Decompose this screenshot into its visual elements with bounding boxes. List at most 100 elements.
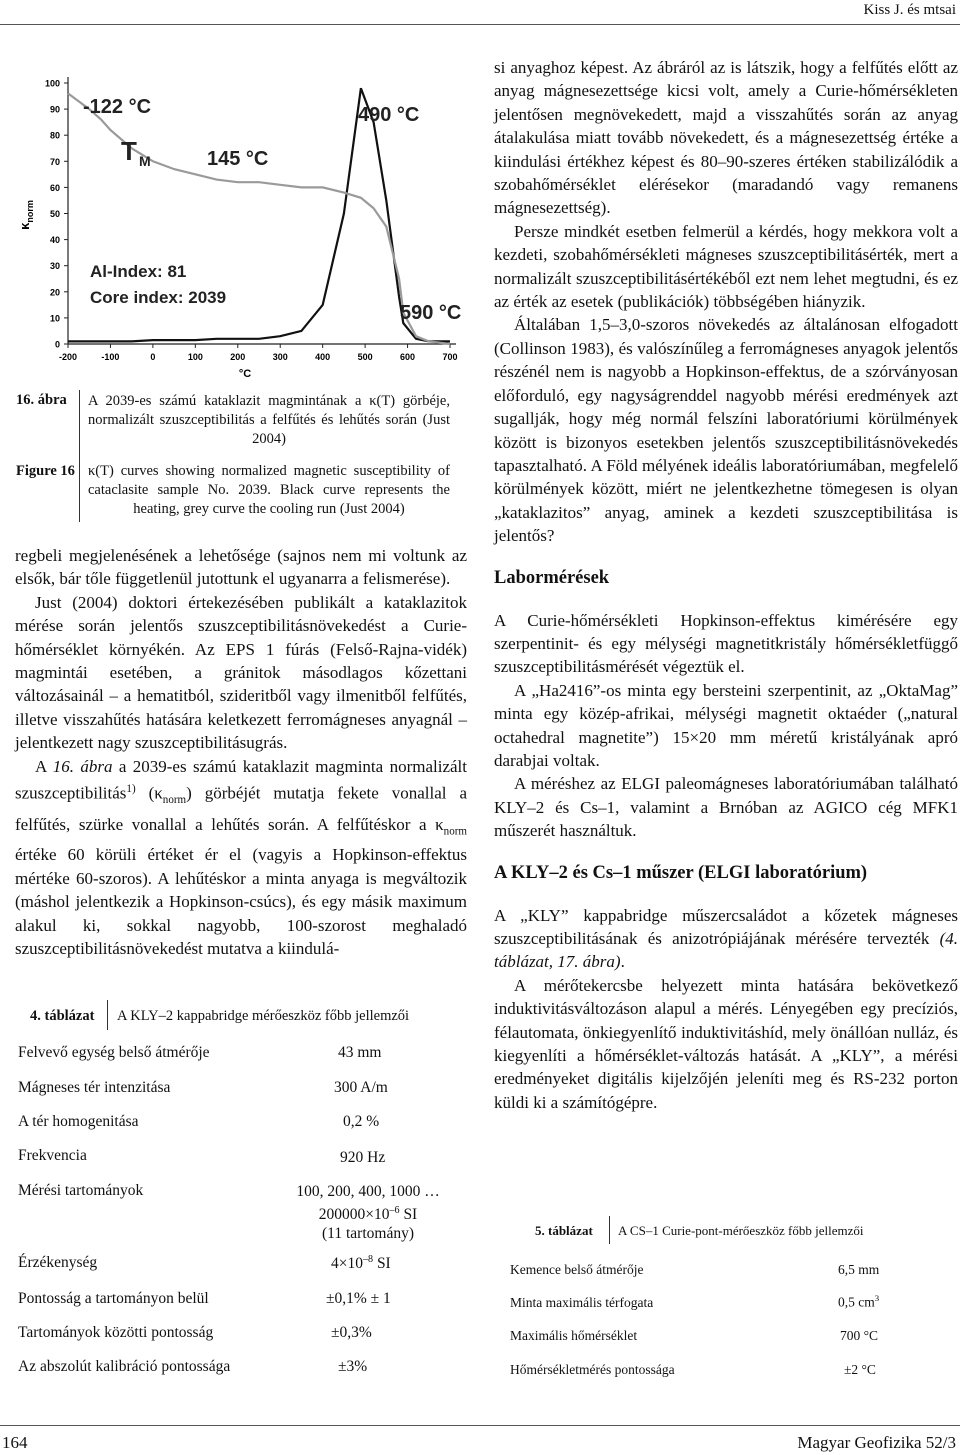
x-tick-label: 0 bbox=[150, 352, 155, 362]
section-heading: Labormérések bbox=[494, 567, 610, 588]
paragraph: A Curie-hőmérsékleti Hopkinson-effektus … bbox=[494, 610, 958, 677]
superscript: –8 bbox=[363, 1254, 374, 1265]
paragraph: A méréshez az ELGI paleomágneses laborat… bbox=[494, 774, 958, 841]
header-rule bbox=[0, 24, 960, 25]
y-tick-label: 20 bbox=[50, 287, 60, 297]
cell: Az abszolút kalibráció pontossága bbox=[18, 1358, 231, 1375]
x-axis-label: °C bbox=[239, 368, 251, 380]
cell: ±0,1% ± 1 bbox=[326, 1290, 391, 1307]
text: 4×10 bbox=[331, 1255, 363, 1273]
paragraph: A mérőtekercsbe helyezett minta hatására… bbox=[494, 975, 958, 1112]
cell: Kemence belső átmérője bbox=[510, 1262, 644, 1277]
y-tick-label: 50 bbox=[50, 209, 60, 219]
x-tick-label: -100 bbox=[101, 352, 119, 362]
table-label: 5. táblázat bbox=[535, 1223, 593, 1238]
figure-ref: 16. ábra bbox=[52, 756, 113, 776]
cell: Frekvencia bbox=[18, 1147, 87, 1164]
cell: 0,5 cm3 bbox=[838, 1293, 879, 1311]
text: A „KLY” kappabridge műszercsaládot a kőz… bbox=[494, 905, 958, 948]
x-tick-label: 200 bbox=[230, 352, 245, 362]
y-tick-label: 80 bbox=[50, 131, 60, 141]
running-head: Kiss J. és mtsai bbox=[863, 2, 956, 18]
footer-rule bbox=[0, 1425, 960, 1426]
cell: 700 °C bbox=[840, 1328, 879, 1343]
annotation: 145 °C bbox=[207, 148, 268, 170]
annotation: M bbox=[139, 153, 151, 169]
cell: 4×10–8 SI bbox=[331, 1254, 391, 1273]
x-tick-label: 400 bbox=[315, 352, 330, 362]
y-tick-label: 70 bbox=[50, 157, 60, 167]
y-tick-label: 40 bbox=[50, 235, 60, 245]
y-tick-label: 0 bbox=[55, 340, 60, 350]
annotation: -122 °C bbox=[83, 96, 151, 118]
subscript: norm bbox=[162, 794, 187, 807]
table-title: A CS–1 Curie-pont-mérőeszköz főbb jellem… bbox=[618, 1223, 864, 1238]
y-tick-label: 90 bbox=[50, 105, 60, 115]
cell: Hőmérsékletmérés pontossága bbox=[510, 1362, 675, 1377]
cell: ±0,3% bbox=[331, 1324, 372, 1341]
figure-label-hu: 16. ábra bbox=[16, 392, 67, 408]
table-title: A KLY–2 kappabridge mérőeszköz főbb jell… bbox=[117, 1008, 410, 1024]
text: SI bbox=[399, 1206, 418, 1224]
text: . bbox=[620, 952, 625, 972]
cell: 6,5 mm bbox=[838, 1262, 880, 1277]
y-tick-label: 60 bbox=[50, 183, 60, 193]
text: értéke 60 körüli értéket ér el (vagyis a… bbox=[15, 845, 467, 958]
cell: 100, 200, 400, 1000 … 200000×10–6 SI (11 t… bbox=[283, 1182, 453, 1243]
y-tick-label: 30 bbox=[50, 261, 60, 271]
cell: A tér homogenitása bbox=[18, 1113, 139, 1130]
figure-caption-hu: A 2039-es számú kataklazit magmintának a… bbox=[88, 393, 450, 447]
figure-caption-en: κ(T) curves showing normalized magnetic … bbox=[88, 463, 450, 517]
cell: ±2 °C bbox=[844, 1362, 876, 1377]
text: 100, 200, 400, 1000 … bbox=[296, 1183, 440, 1200]
text: 200000×10 bbox=[318, 1206, 390, 1224]
footnote-ref: 1) bbox=[126, 783, 136, 796]
annotation: 590 °C bbox=[400, 302, 461, 324]
superscript: 3 bbox=[874, 1293, 880, 1303]
page-number: 164 bbox=[2, 1433, 28, 1452]
x-tick-label: 500 bbox=[358, 352, 373, 362]
text: A bbox=[35, 756, 53, 776]
right-column: si anyaghoz képest. Az ábráról az is lát… bbox=[494, 56, 958, 1114]
ref: (4. táblázat, 17. ábra) bbox=[494, 929, 958, 972]
x-tick-label: 300 bbox=[273, 352, 288, 362]
figure-label-en: Figure 16 bbox=[16, 463, 75, 479]
cell: 920 Hz bbox=[340, 1149, 386, 1166]
text: (κ bbox=[135, 783, 163, 803]
left-column: regbeli megjelenésének a lehetősége (saj… bbox=[15, 544, 467, 960]
annotation: Core index: 2039 bbox=[90, 288, 226, 307]
annotation: Al-Index: 81 bbox=[90, 262, 186, 281]
paragraph: regbeli megjelenésének a lehetősége (saj… bbox=[15, 546, 467, 589]
caption-bar bbox=[79, 390, 80, 522]
subscript: norm bbox=[443, 824, 467, 837]
x-tick-label: 100 bbox=[188, 352, 203, 362]
annotation: 490 °C bbox=[358, 104, 419, 126]
superscript: –6 bbox=[389, 1205, 400, 1216]
paragraph: Persze mindkét esetben felmerül a kérdés… bbox=[494, 221, 958, 312]
chart: 0 10 20 30 40 50 60 70 80 90 100 -200 -100 0 100 200 300… bbox=[17, 77, 461, 380]
paragraph: A „KLY” kappabridge műszercsaládot a kőz… bbox=[494, 904, 958, 974]
paragraph: Általában 1,5–3,0-szoros növekedés az ál… bbox=[494, 315, 958, 546]
cell: 0,2 % bbox=[343, 1113, 380, 1130]
y-axis-label: κnorm bbox=[17, 200, 35, 230]
table-bar bbox=[107, 1000, 108, 1030]
cell: 43 mm bbox=[338, 1044, 382, 1061]
section-heading: A KLY–2 és Cs–1 műszer (ELGI laboratóriu… bbox=[494, 862, 868, 883]
cell: Mágneses tér intenzitása bbox=[18, 1079, 171, 1096]
x-tick-label: 600 bbox=[400, 352, 415, 362]
text: a 2039-es számú kataklazit magminta norm… bbox=[15, 756, 467, 803]
annotation: T bbox=[121, 136, 137, 166]
cell: Érzékenység bbox=[18, 1254, 98, 1271]
cell: Mérési tartományok bbox=[18, 1182, 144, 1199]
cell: Tartományok közötti pontosság bbox=[18, 1324, 214, 1341]
y-tick-label: 100 bbox=[45, 79, 60, 89]
y-axis-label-sub: norm bbox=[25, 200, 35, 223]
journal: Magyar Geofizika 52/3 bbox=[797, 1433, 956, 1452]
cell: Minta maximális térfogata bbox=[510, 1295, 654, 1310]
y-axis-label-main: κ bbox=[17, 222, 32, 230]
cell: Felvevő egység belső átmérője bbox=[18, 1044, 210, 1061]
table-bar bbox=[609, 1216, 610, 1244]
curve bbox=[67, 92, 451, 346]
text: SI bbox=[373, 1255, 391, 1273]
